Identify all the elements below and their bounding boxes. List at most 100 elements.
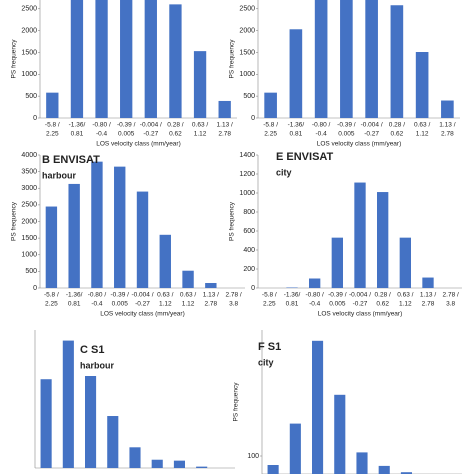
y-axis-title: PS frequency: [229, 201, 236, 241]
y-tick-label: 100: [247, 453, 259, 460]
bars: [46, 0, 231, 118]
y-tick-label: 2500: [239, 6, 255, 13]
bar: [169, 4, 182, 118]
x-tick-label: 1.13 /: [420, 292, 436, 299]
y-tick-label: 2000: [21, 27, 37, 34]
y-tick-label: 500: [25, 93, 37, 100]
y-tick-label: 0: [33, 115, 37, 122]
y-tick-label: 1400: [239, 152, 255, 159]
bar: [120, 0, 133, 118]
x-tick-label: 1.13 /: [203, 292, 219, 299]
x-tick-label: 0.005: [338, 131, 355, 138]
x-tick-label: -1.36/: [284, 292, 301, 299]
x-tick-label: 0.28 /: [375, 292, 391, 299]
bar: [62, 340, 74, 468]
x-tick-label: 0.63 /: [180, 292, 196, 299]
y-tick-label: 500: [243, 93, 255, 100]
x-tick-label: 1.12: [182, 301, 195, 308]
bar: [159, 234, 171, 288]
x-tick-label: 2.25: [264, 131, 277, 138]
y-tick-label: 2000: [239, 27, 255, 34]
x-tick-label: -5.8 /: [263, 122, 278, 129]
bar: [193, 51, 207, 118]
bar: [151, 459, 163, 468]
bar: [378, 465, 390, 474]
bars: [286, 182, 434, 288]
bar: [399, 237, 411, 288]
x-tick-label: 1.12: [194, 131, 207, 138]
bar: [136, 191, 149, 288]
x-axis-title: LOS velocity class (mm/year): [317, 141, 402, 148]
x-tick-label: 2.78: [422, 301, 435, 308]
x-tick-label: -1.36/: [69, 122, 86, 129]
panel-subtitle: harbour: [80, 360, 114, 370]
x-tick-label: 0.62: [391, 131, 404, 138]
y-tick-label: 2500: [21, 202, 37, 209]
x-tick-label: 0.005: [118, 131, 135, 138]
x-tick-label: -0.39 /: [117, 122, 136, 129]
bar: [129, 447, 141, 468]
x-axis-title: LOS velocity class (mm/year): [318, 311, 403, 318]
x-tick-label: -0.80 /: [88, 292, 107, 299]
x-tick-label: 1.13 /: [217, 122, 233, 129]
bar: [107, 416, 119, 468]
bars: [264, 0, 454, 118]
panel: 0 200 400 600 800 1000 1200 1400 -5.8 / 2.25 -1.36…: [229, 151, 462, 318]
x-tick-label: -5.8 /: [45, 122, 60, 129]
x-tick-label: -0.4: [91, 301, 103, 308]
y-tick-label: 1000: [239, 71, 255, 78]
x-tick-label: 1.12: [416, 131, 429, 138]
bar: [289, 423, 301, 474]
y-tick-label: 400: [243, 247, 255, 254]
panel-title: C S1: [80, 344, 104, 356]
x-tick-label: 2.25: [46, 131, 59, 138]
x-tick-label: 0.81: [68, 301, 81, 308]
bar: [182, 270, 194, 288]
bar: [196, 466, 208, 468]
x-tick-label: -0.39 /: [328, 292, 347, 299]
y-axis-title: PS frequency: [229, 39, 236, 79]
panel-title: B ENVISAT: [42, 154, 100, 166]
x-tick-label: 0.81: [71, 131, 84, 138]
x-tick-label: 1.12: [159, 301, 172, 308]
y-tick-label: 0: [33, 285, 37, 292]
x-tick-label: -0.4: [309, 301, 321, 308]
y-tick-label: 1000: [21, 71, 37, 78]
x-tick-label: -0.27: [143, 131, 158, 138]
y-tick-label: 1000: [239, 190, 255, 197]
x-tick-label: 0.81: [286, 301, 299, 308]
y-tick-label: 1500: [21, 49, 37, 56]
panel-title: F S1: [258, 341, 281, 353]
panel-subtitle: harbour: [42, 170, 76, 180]
bar: [114, 166, 126, 288]
x-tick-label: 0.63 /: [397, 292, 413, 299]
bar: [331, 237, 343, 288]
x-tick-label: -0.39 /: [111, 292, 130, 299]
x-tick-label: 0.005: [112, 301, 129, 308]
bar: [441, 100, 454, 118]
x-tick-label: -0.80 /: [312, 122, 331, 129]
bar: [400, 472, 412, 474]
bar: [205, 283, 217, 288]
x-tick-label: -0.4: [316, 131, 328, 138]
x-tick-label: -0.27: [135, 301, 150, 308]
y-tick-label: 2000: [21, 218, 37, 225]
y-tick-label: 1000: [21, 252, 37, 259]
y-tick-label: 2500: [21, 6, 37, 13]
x-tick-label: 2.25: [263, 301, 276, 308]
x-tick-label: -0.004 /: [140, 122, 162, 129]
x-tick-label: -0.4: [96, 131, 108, 138]
panel: 0 500 1000 1500 2000 2500 3000 3500 4000 -5.8 / 2.…: [11, 152, 245, 318]
x-tick-label: 0.62: [169, 131, 182, 138]
x-tick-label: 0.28 /: [167, 122, 183, 129]
y-tick-label: 200: [243, 266, 255, 273]
y-axis-title: PS frequency: [11, 39, 18, 79]
x-tick-label: -0.27: [353, 301, 368, 308]
bar: [422, 277, 434, 288]
bar: [289, 29, 303, 118]
bars: [40, 340, 208, 468]
x-tick-label: -0.80 /: [92, 122, 111, 129]
x-tick-label: 0.63 /: [414, 122, 430, 129]
panel-subtitle: city: [258, 357, 274, 367]
y-tick-label: 3500: [21, 168, 37, 175]
